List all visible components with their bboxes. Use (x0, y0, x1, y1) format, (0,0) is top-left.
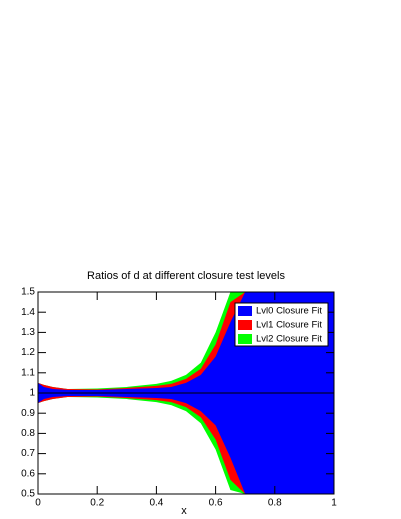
legend-label: Lvl2 Closure Fit (256, 334, 322, 345)
y-tick-label: 1.2 (21, 347, 35, 358)
x-tick-label: 0 (35, 498, 41, 509)
legend-swatch (238, 306, 252, 316)
x-tick-label: 0.8 (268, 498, 282, 509)
legend-swatch (238, 334, 252, 344)
y-tick-label: 0.5 (21, 489, 35, 500)
x-axis-label: x (181, 505, 187, 517)
x-tick-label: 0.4 (149, 498, 163, 509)
x-tick-label: 0.2 (90, 498, 104, 509)
y-tick-label: 0.9 (21, 408, 35, 419)
legend-swatch (238, 320, 252, 330)
y-tick-label: 1.5 (21, 287, 35, 298)
y-tick-label: 1.1 (21, 367, 35, 378)
legend-label: Lvl1 Closure Fit (256, 320, 322, 331)
legend-label: Lvl0 Closure Fit (256, 306, 322, 317)
y-tick-label: 1.4 (21, 307, 35, 318)
x-tick-label: 1 (331, 498, 337, 509)
y-tick-label: 1.3 (21, 327, 35, 338)
y-tick-label: 0.7 (21, 448, 35, 459)
y-tick-label: 0.8 (21, 428, 35, 439)
x-tick-label: 0.6 (209, 498, 223, 509)
chart-title: Ratios of d at different closure test le… (87, 270, 285, 282)
y-tick-label: 0.6 (21, 468, 35, 479)
y-tick-label: 1 (29, 388, 35, 399)
